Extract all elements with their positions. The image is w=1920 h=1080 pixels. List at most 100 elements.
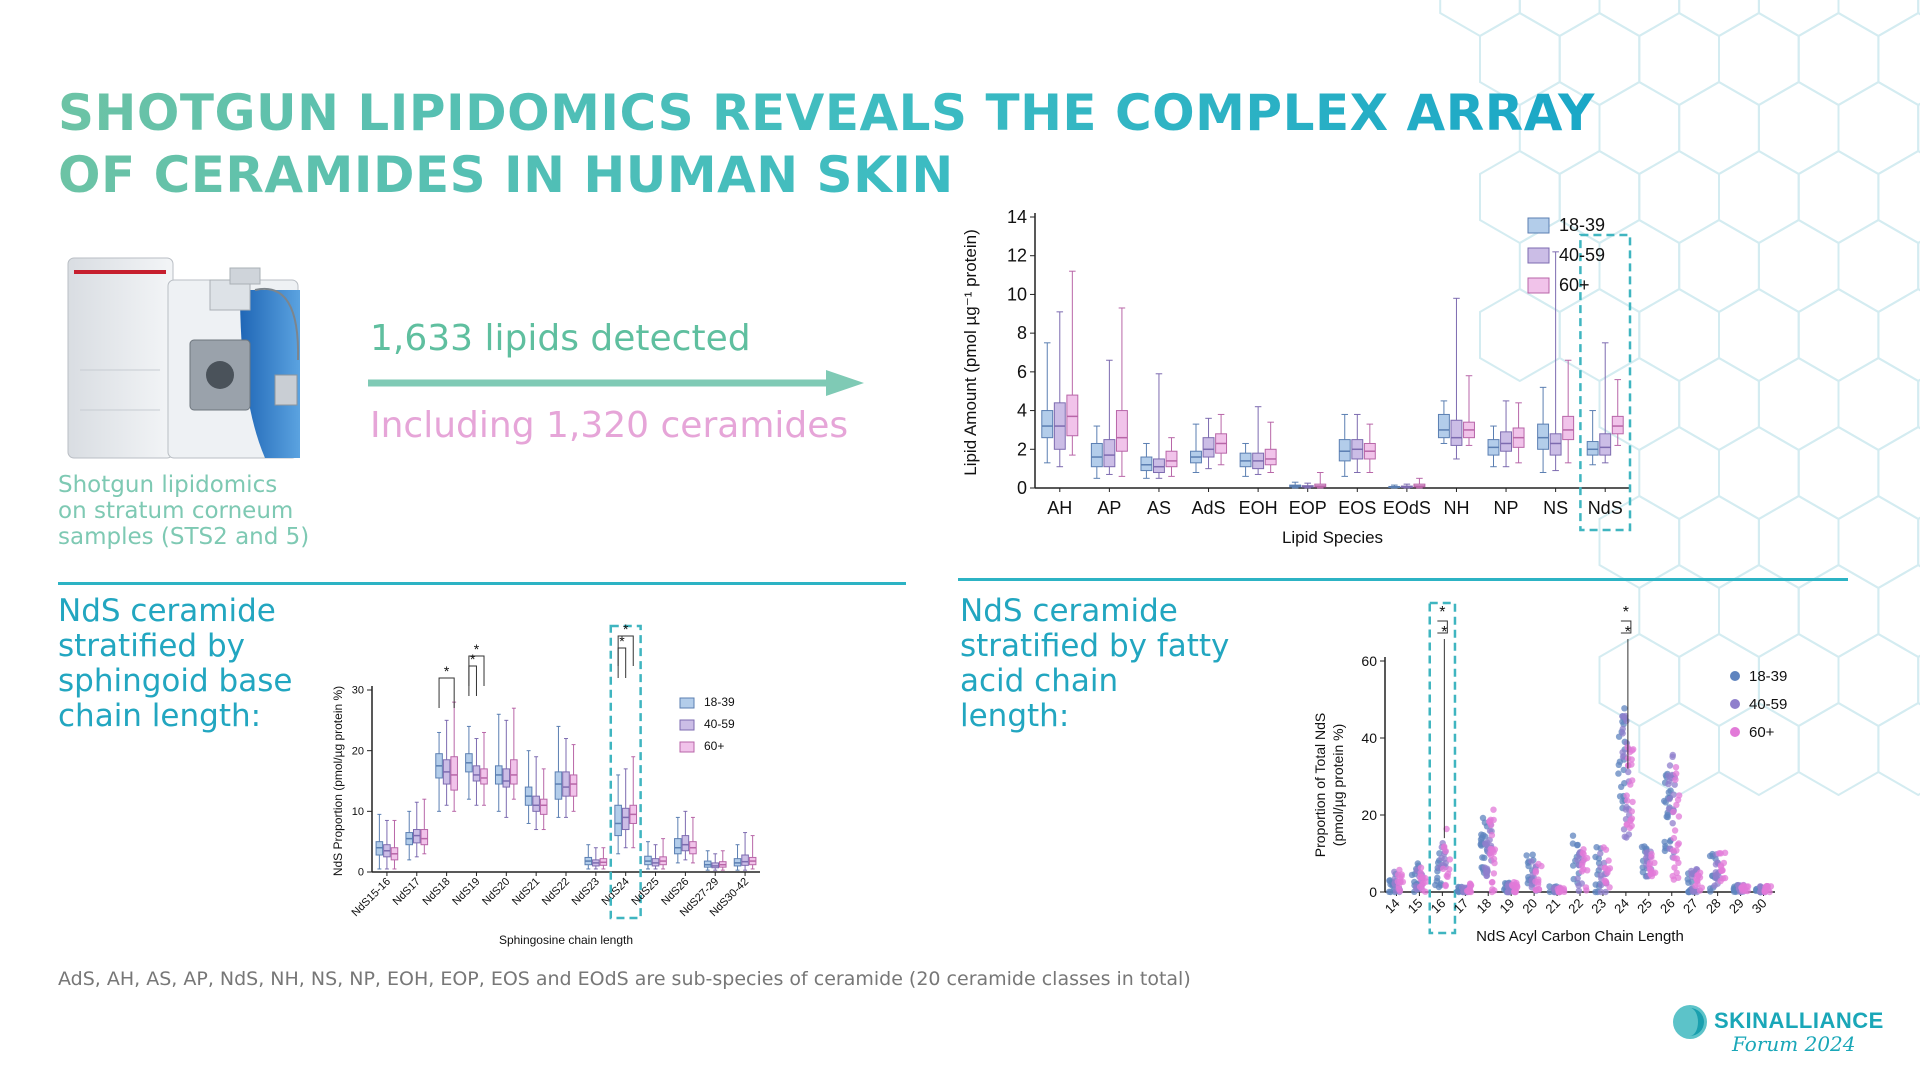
x-tick-label: 24	[1611, 896, 1632, 917]
point-60+	[1671, 864, 1678, 871]
point-60+	[1488, 832, 1496, 839]
x-tick-label: NH	[1443, 498, 1469, 518]
box-60+	[1264, 448, 1277, 466]
hexagon-shape	[1598, 0, 1681, 38]
point-18-39	[1478, 831, 1485, 838]
y-tick-label: 4	[1017, 401, 1027, 421]
point-40-59	[1665, 780, 1672, 788]
y-tick-label: 10	[352, 806, 364, 818]
y-tick-label: 0	[1369, 884, 1377, 900]
point-40-59	[1670, 791, 1677, 798]
hexagon-shape	[1757, 0, 1840, 38]
point-40-59	[1625, 768, 1632, 776]
ceramides-stat: Including 1,320 ceramides	[370, 405, 849, 446]
box-40-59	[1153, 458, 1165, 474]
point-40-59	[1482, 841, 1489, 848]
significance-bracket	[1620, 620, 1632, 634]
point-18-39	[1661, 797, 1668, 805]
hexagon-shape	[1598, 80, 1681, 176]
x-axis-label: Lipid Species	[1282, 528, 1383, 547]
hexagon-shape	[1837, 632, 1920, 728]
legend-swatch	[679, 697, 695, 709]
box-40-59	[532, 795, 540, 812]
x-tick-label: EOS	[1338, 498, 1376, 518]
point-60+	[1514, 883, 1521, 890]
box-60+	[1165, 450, 1178, 468]
point-60+	[1672, 776, 1679, 783]
point-18-39	[1639, 869, 1647, 876]
point-60+	[1673, 801, 1680, 809]
box-60+	[569, 774, 578, 797]
hexagon-shape	[1797, 287, 1880, 383]
point-60+	[1670, 808, 1677, 816]
highlight-box	[609, 624, 642, 920]
point-60+	[1675, 813, 1683, 820]
significance-star: *	[619, 633, 625, 649]
point-60+	[1466, 885, 1473, 892]
box-60+	[480, 768, 488, 785]
x-tick-label: EOdS	[1383, 498, 1431, 518]
point-60+	[1508, 881, 1516, 889]
significance-star: *	[474, 641, 480, 657]
y-tick-label: 20	[1361, 807, 1377, 823]
point-60+	[1761, 887, 1768, 894]
point-18-39	[1595, 855, 1602, 862]
significance-bracket	[617, 647, 627, 678]
point-18-39	[1615, 770, 1622, 777]
point-60+	[1670, 834, 1678, 842]
point-60+	[1623, 821, 1631, 828]
x-axis-label: NdS Acyl Carbon Chain Length	[1476, 928, 1684, 945]
hexagon-shape	[1877, 11, 1920, 107]
point-40-59	[1619, 725, 1626, 733]
x-tick-label: 22	[1565, 896, 1586, 917]
point-60+	[1671, 827, 1679, 834]
significance-star: *	[1439, 604, 1445, 621]
significance-star: *	[1625, 624, 1631, 641]
point-60+	[1718, 867, 1726, 874]
heading-line: acid chain	[960, 663, 1119, 699]
x-tick-label: 26	[1657, 896, 1678, 917]
heading-line: stratified by fatty	[960, 628, 1230, 664]
x-tick-label: 14	[1382, 896, 1403, 917]
point-40-59	[1689, 888, 1696, 895]
y-axis-label: Lipid Amount (pmol µg⁻¹ protein)	[961, 229, 980, 476]
x-tick-label: AdS	[1192, 498, 1226, 518]
hexagon-shape	[1718, 287, 1800, 383]
point-60+	[1674, 796, 1682, 803]
hexagon-shape	[1797, 149, 1880, 245]
box-40-59	[562, 771, 570, 797]
point-40-59	[1528, 858, 1535, 865]
point-60+	[1672, 764, 1680, 771]
x-tick-label: NdS22	[540, 876, 572, 908]
point-60+	[1394, 871, 1402, 878]
point-40-59	[1619, 730, 1626, 737]
highlight-box	[1579, 233, 1632, 532]
box-60+	[450, 756, 458, 791]
point-60+	[1692, 882, 1699, 890]
significance-star: *	[623, 621, 629, 637]
divider-left	[58, 582, 906, 585]
point-60+	[1446, 856, 1454, 863]
divider-right	[958, 578, 1848, 581]
legend-swatch	[679, 719, 695, 731]
x-tick-label: 21	[1542, 896, 1563, 917]
point-60+	[1648, 850, 1655, 858]
caption-line1: Shotgun lipidomics	[58, 472, 278, 498]
box-18-39	[1041, 410, 1054, 439]
point-60+	[1446, 866, 1453, 873]
x-tick-label: 30	[1749, 896, 1770, 917]
point-60+	[1669, 872, 1676, 880]
legend-marker	[1730, 671, 1740, 681]
point-60+	[1442, 848, 1449, 855]
point-60+	[1767, 883, 1775, 890]
page-title-line1: SHOTGUN LIPIDOMICS REVEALS THE COMPLEX A…	[58, 84, 1595, 142]
point-60+	[1532, 886, 1539, 894]
box-60+	[1611, 415, 1624, 435]
box-40-59	[1549, 433, 1562, 456]
box-60+	[1562, 415, 1575, 441]
hexagon-shape	[1837, 356, 1920, 452]
x-tick-label: 18	[1474, 896, 1495, 917]
point-40-59	[1574, 856, 1581, 864]
